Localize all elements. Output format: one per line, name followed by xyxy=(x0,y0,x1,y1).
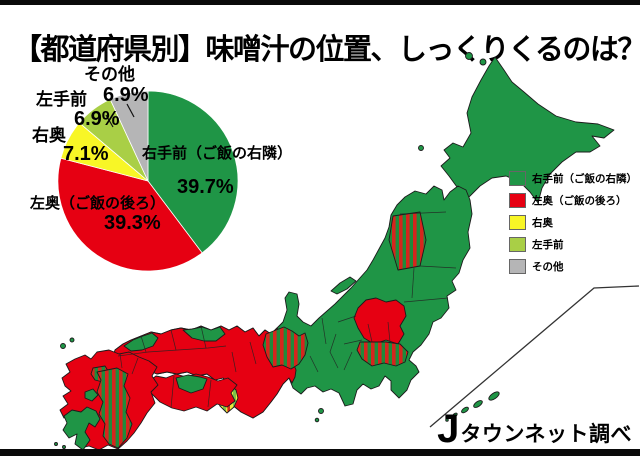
pie-slice-1 xyxy=(57,157,203,272)
legend-item-hidari-temae: 左手前 xyxy=(509,233,637,255)
map-island-koshiki xyxy=(54,442,58,446)
map-island-okushiri xyxy=(418,145,424,151)
pie-leader-lines xyxy=(105,103,135,128)
pie-label-migi-oku: 右奥 xyxy=(32,126,66,145)
legend-swatch-green xyxy=(509,170,526,186)
pie-slice-4 xyxy=(109,90,149,182)
pie-chart xyxy=(57,90,239,272)
inset-divider-line xyxy=(429,285,640,428)
map-shimane-green xyxy=(123,332,159,352)
legend-swatch-yellow xyxy=(509,214,526,230)
logo-j-mark: J xyxy=(437,407,460,451)
pie-slice-0 xyxy=(147,90,239,254)
map-island-iki xyxy=(60,343,66,349)
pie-pct-hidari-oku: 39.3% xyxy=(104,212,161,234)
map-okinawa-islands xyxy=(445,391,500,422)
legend-item-hidari-oku: 左奥（ご飯の後ろ） xyxy=(509,189,637,211)
prefecture-border-lines xyxy=(117,211,457,409)
pie-pct-migi-oku: 7.1% xyxy=(63,143,109,165)
map-tottori-green xyxy=(182,326,226,342)
pie-label-hidari-oku: 左奥（ご飯の後ろ） xyxy=(30,195,166,212)
map-island-izu-oshima xyxy=(318,408,324,414)
map-legend: 右手前（ご飯の右隣） 左奥（ご飯の後ろ） 右奥 左手前 その他 xyxy=(509,167,637,277)
map-island-tsushima xyxy=(69,337,75,343)
map-island-sado xyxy=(330,276,357,295)
logo-text: タウンネット調べ xyxy=(460,422,632,446)
map-island-rebun xyxy=(479,58,487,66)
legend-item-sonota: その他 xyxy=(509,255,637,277)
pie-pct-hidari-temae: 6.9% xyxy=(74,108,120,130)
map-island-south xyxy=(62,445,66,449)
map-island-izu-small xyxy=(314,417,320,423)
pie-label-sonota: その他 xyxy=(84,65,135,84)
legend-swatch-red xyxy=(509,192,526,208)
pie-label-migi-temae: 右手前（ご飯の右隣） xyxy=(142,145,293,162)
pie-pct-migi-temae: 39.7% xyxy=(177,176,234,198)
legend-swatch-gray xyxy=(509,258,526,274)
legend-item-migi-temae: 右手前（ご飯の右隣） xyxy=(509,167,637,189)
source-logo: J タウンネット調べ xyxy=(437,407,632,451)
legend-item-migi-oku: 右奥 xyxy=(509,211,637,233)
page-title: 【都道府県別】味噌汁の位置、しっくりくるのは？ xyxy=(13,34,640,67)
map-island-rishiri xyxy=(465,52,473,60)
legend-swatch-yellow-green xyxy=(509,236,526,252)
map-fukushima-red xyxy=(353,297,407,345)
pie-label-hidari-temae: 左手前 xyxy=(36,90,87,109)
map-kagoshima-green xyxy=(62,406,101,451)
map-ibaraki-stripes xyxy=(356,341,409,367)
map-nagasaki-green-patch xyxy=(84,388,99,402)
map-ishikawa-gifu-shiga-stripes xyxy=(262,326,309,370)
map-kagawa-green xyxy=(175,374,208,394)
pie-pct-sonota: 6.9% xyxy=(103,84,149,106)
top-black-bar xyxy=(0,0,640,5)
bottom-black-bar xyxy=(0,449,640,456)
map-kyushu-central-stripes xyxy=(96,367,133,449)
